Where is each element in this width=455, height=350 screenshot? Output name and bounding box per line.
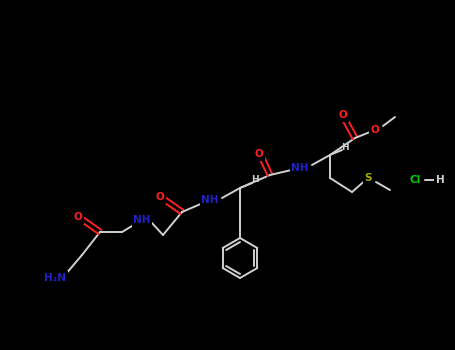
Text: S: S [364, 173, 372, 183]
Text: H₂N: H₂N [44, 273, 66, 283]
Text: NH: NH [201, 195, 219, 205]
Text: O: O [255, 149, 263, 159]
Text: H: H [251, 175, 259, 184]
Text: O: O [156, 192, 164, 202]
Text: H: H [435, 175, 445, 185]
Text: O: O [74, 212, 82, 222]
Text: O: O [371, 125, 379, 135]
Text: H: H [341, 142, 349, 152]
Text: NH: NH [291, 163, 309, 173]
Text: Cl: Cl [410, 175, 420, 185]
Text: O: O [339, 110, 347, 120]
Text: NH: NH [133, 215, 151, 225]
